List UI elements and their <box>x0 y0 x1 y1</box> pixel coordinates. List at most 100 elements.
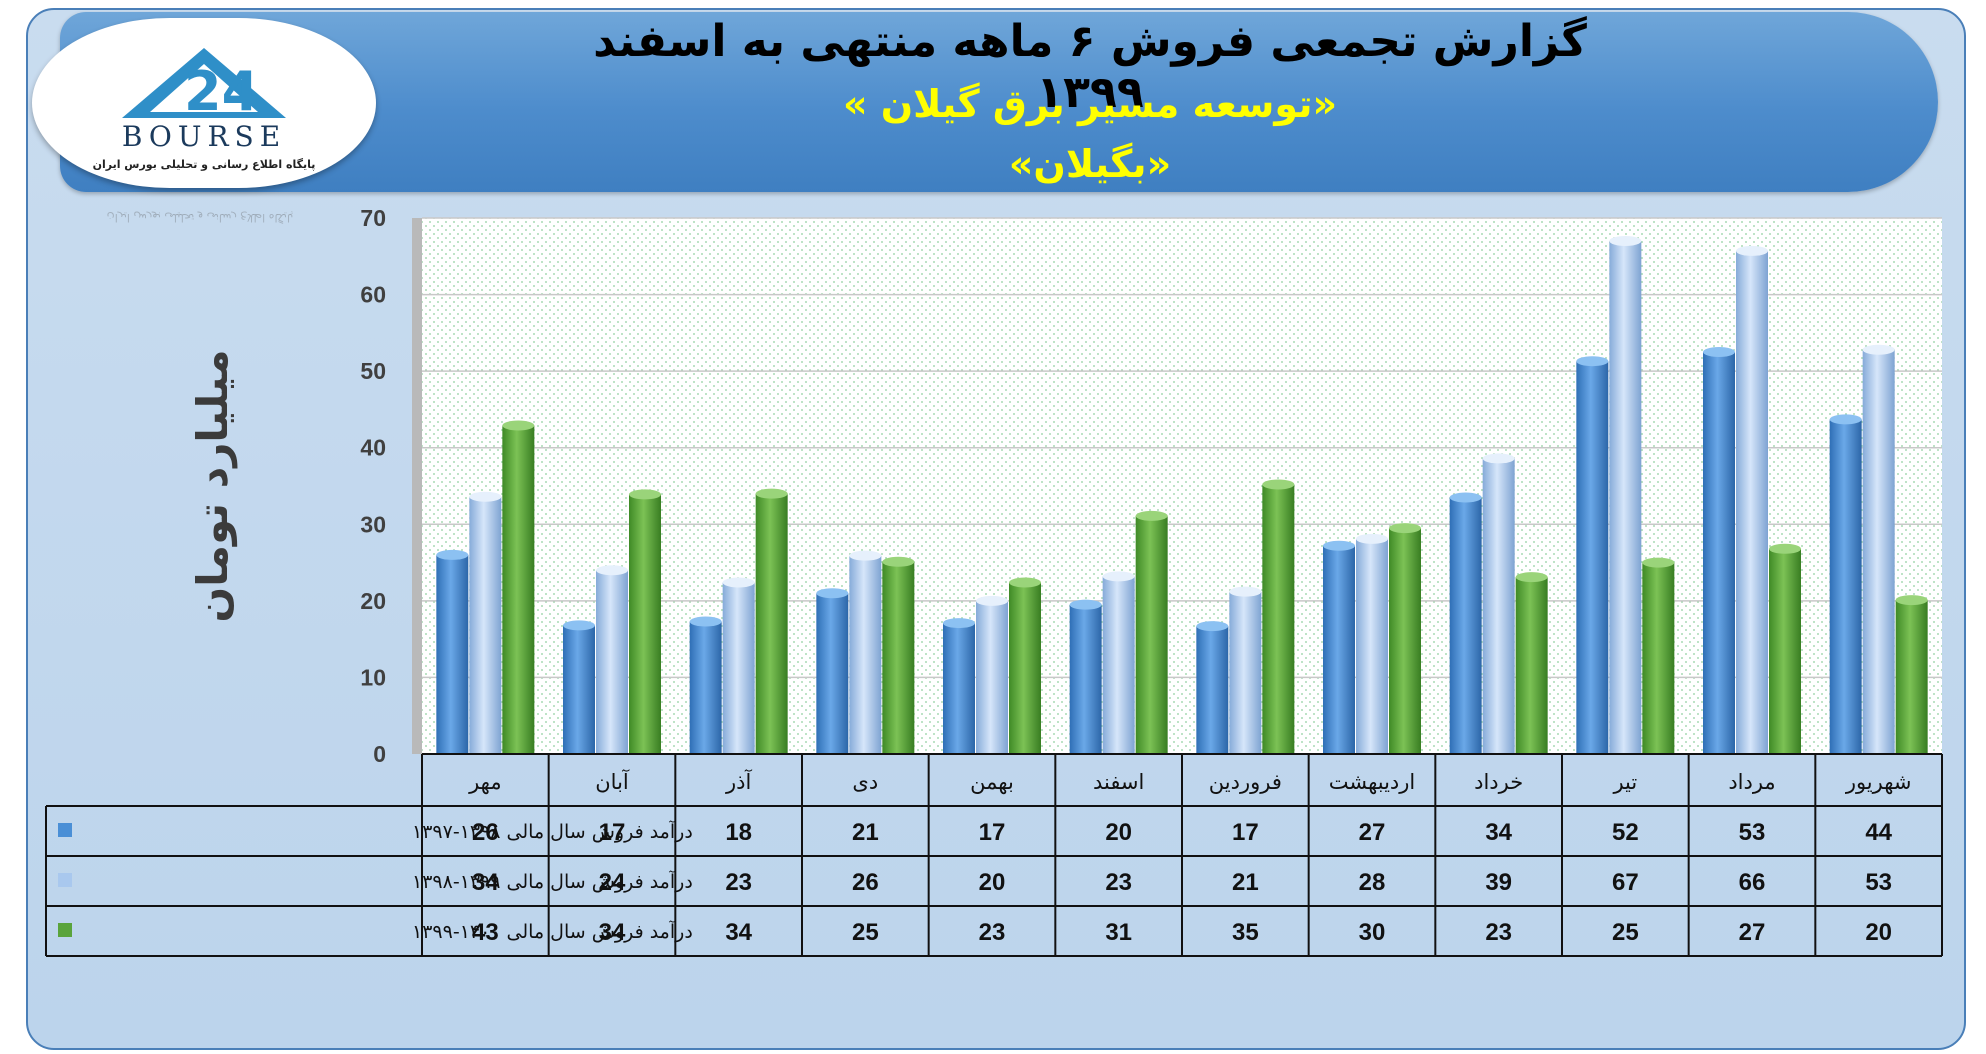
data-label: 17 <box>979 819 1006 846</box>
bar-body <box>1895 600 1928 754</box>
bar-2-4 <box>1009 577 1041 754</box>
data-label: 27 <box>1359 819 1386 846</box>
company-name: «توسعه مسیر برق گیلان » <box>842 82 1338 126</box>
data-label: 52 <box>1612 819 1639 846</box>
bar-body <box>849 555 882 754</box>
bar-body <box>1769 548 1801 754</box>
bar-cap <box>943 618 975 629</box>
data-label: 20 <box>1105 819 1132 846</box>
bar-0-3 <box>816 588 849 754</box>
data-label: 53 <box>1739 819 1766 846</box>
bar-cap <box>755 488 788 499</box>
bar-cap <box>689 616 722 627</box>
data-label: 44 <box>1865 819 1892 846</box>
bar-cap <box>436 549 469 560</box>
data-label: 23 <box>1105 869 1132 896</box>
bar-1-2 <box>722 577 755 754</box>
data-label: 23 <box>725 869 752 896</box>
data-label: 18 <box>725 819 752 846</box>
bar-0-1 <box>563 620 595 754</box>
bar-1-3 <box>849 550 882 754</box>
bar-body <box>596 570 628 754</box>
logo-tagline: پایگاه اطلاع رسانی و تحلیلی بورس ایران <box>92 158 316 171</box>
plot-side-wall <box>412 218 422 754</box>
bar-2-9 <box>1642 557 1675 754</box>
bar-cap <box>1895 595 1928 606</box>
bar-body <box>816 593 849 754</box>
bar-2-2 <box>755 488 788 754</box>
bar-body <box>943 623 975 754</box>
bar-0-9 <box>1576 356 1609 754</box>
data-label: 66 <box>1739 869 1766 896</box>
data-label: 34 <box>725 919 752 946</box>
legend-swatch <box>58 823 72 837</box>
bar-cap <box>1262 479 1295 490</box>
data-label: 26 <box>472 819 499 846</box>
y-tick-label: 30 <box>360 511 386 537</box>
bar-cap <box>1609 235 1642 246</box>
bar-2-7 <box>1389 523 1421 754</box>
bar-cap <box>1196 621 1229 632</box>
bar-2-8 <box>1515 572 1548 754</box>
bar-2-3 <box>882 556 915 754</box>
y-tick-label: 60 <box>360 282 386 308</box>
bar-0-6 <box>1196 621 1229 754</box>
bar-1-5 <box>1102 571 1135 754</box>
bar-cap <box>1862 344 1895 355</box>
data-label: 43 <box>472 919 499 946</box>
bar-2-0 <box>502 420 535 754</box>
ticker-symbol: «بگیلان» <box>1008 142 1172 186</box>
bar-1-4 <box>976 595 1008 754</box>
bar-body <box>1576 361 1609 754</box>
legend-label: درآمد فروش سال مالی ۱۳۹۸-۱۳۹۷ <box>412 819 693 843</box>
bar-cap <box>882 556 915 567</box>
bar-body <box>1356 538 1388 754</box>
bar-body <box>1482 458 1515 754</box>
data-label: 20 <box>979 869 1006 896</box>
data-label: 23 <box>979 919 1006 946</box>
bar-body <box>1196 626 1229 754</box>
bar-0-2 <box>689 616 722 754</box>
bar-cap <box>1736 245 1768 256</box>
x-tick-label: خرداد <box>1474 770 1523 794</box>
bar-body <box>1009 582 1041 754</box>
bar-cap <box>1323 540 1355 551</box>
bar-body <box>1102 576 1135 754</box>
bar-body <box>1323 545 1355 754</box>
bar-cap <box>816 588 849 599</box>
y-tick-label: 20 <box>360 588 386 614</box>
svg-text:24: 24 <box>184 60 259 123</box>
bar-body <box>1135 515 1168 754</box>
bar-body <box>755 493 788 754</box>
bar-body <box>1609 240 1642 754</box>
bar-cap <box>502 420 535 431</box>
data-label: 27 <box>1739 919 1766 946</box>
bar-body <box>1862 349 1895 754</box>
legend-label: درآمد فروش سال مالی ۱۳۹۹-۱۳۹۸ <box>412 869 693 893</box>
bar-body <box>1736 250 1768 754</box>
bar-cap <box>1449 492 1482 503</box>
data-label: 35 <box>1232 919 1259 946</box>
bar-cap <box>1703 347 1735 357</box>
x-tick-label: تیر <box>1612 770 1637 794</box>
bar-1-0 <box>469 491 502 754</box>
data-label: 25 <box>1612 919 1639 946</box>
bar-1-1 <box>596 565 628 754</box>
bar-0-8 <box>1449 492 1482 754</box>
bar-2-5 <box>1135 510 1168 754</box>
bar-body <box>469 496 502 754</box>
bar-body <box>1515 577 1548 754</box>
x-tick-label: اسفند <box>1093 770 1144 794</box>
bar-cap <box>1515 572 1548 583</box>
data-label: 34 <box>599 919 626 946</box>
bar-cap <box>596 565 628 576</box>
bar-cap <box>1229 586 1262 597</box>
x-tick-label: دی <box>852 770 878 794</box>
bar-1-6 <box>1229 586 1262 754</box>
bar-cap <box>1642 557 1675 568</box>
bar-body <box>1829 419 1862 754</box>
bar-cap <box>722 577 755 588</box>
bar-cap <box>1576 356 1609 367</box>
bar-0-5 <box>1069 599 1102 754</box>
y-tick-label: 40 <box>360 435 386 461</box>
